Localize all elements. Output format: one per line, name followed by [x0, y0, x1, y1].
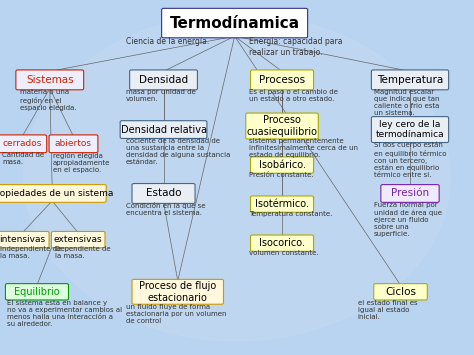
- FancyBboxPatch shape: [132, 184, 195, 203]
- FancyBboxPatch shape: [129, 70, 197, 90]
- FancyBboxPatch shape: [0, 231, 49, 248]
- FancyBboxPatch shape: [371, 70, 448, 90]
- Text: un fluido fluye de forma
estacionaria por un volumen
de control: un fluido fluye de forma estacionaria po…: [126, 304, 226, 323]
- Text: Dependiente de
la masa.: Dependiente de la masa.: [55, 246, 110, 260]
- Text: sistema permanentemente
infinitesimalmente cerca de un
estado de equilibrio.: sistema permanentemente infinitesimalmen…: [249, 138, 358, 158]
- FancyBboxPatch shape: [250, 235, 313, 251]
- Text: cerrados: cerrados: [2, 139, 42, 148]
- FancyBboxPatch shape: [0, 185, 106, 202]
- FancyBboxPatch shape: [371, 116, 448, 142]
- Text: extensivas: extensivas: [54, 235, 102, 244]
- FancyBboxPatch shape: [250, 196, 313, 212]
- Text: Sistemas: Sistemas: [26, 75, 73, 85]
- FancyBboxPatch shape: [162, 8, 308, 38]
- Text: Proceso
cuasiequilibrio: Proceso cuasiequilibrio: [246, 115, 318, 137]
- Text: Condición en la que se
encuentra el sistema.: Condición en la que se encuentra el sist…: [126, 202, 205, 216]
- FancyBboxPatch shape: [374, 284, 427, 300]
- FancyBboxPatch shape: [0, 135, 46, 153]
- Text: Energía: capacidad para
realizar un trabajo.: Energía: capacidad para realizar un trab…: [249, 37, 342, 57]
- Text: materia o una
región en el
espacio elegida.: materia o una región en el espacio elegi…: [20, 89, 76, 111]
- FancyBboxPatch shape: [52, 231, 105, 248]
- Text: Isocorico.: Isocorico.: [259, 238, 305, 248]
- FancyBboxPatch shape: [132, 279, 223, 304]
- Text: región elegida
apropiadamente
en el espacio.: región elegida apropiadamente en el espa…: [53, 152, 110, 173]
- Text: Isobárico.: Isobárico.: [258, 160, 306, 170]
- Text: Temperatura: Temperatura: [377, 75, 443, 85]
- Text: Densidad relativa: Densidad relativa: [120, 125, 207, 135]
- FancyBboxPatch shape: [246, 113, 319, 139]
- FancyBboxPatch shape: [16, 70, 83, 90]
- Text: Fuerza normal por
unidad de área que
ejerce un fluido
sobre una
superficie.: Fuerza normal por unidad de área que eje…: [374, 202, 441, 237]
- Text: Presión: Presión: [391, 189, 429, 198]
- Text: abiertos: abiertos: [55, 139, 92, 148]
- Text: Procesos: Procesos: [259, 75, 305, 85]
- Text: masa por unidad de
volumen.: masa por unidad de volumen.: [126, 89, 195, 103]
- Text: Es el paso o el cambio de
un estado a otro estado.: Es el paso o el cambio de un estado a ot…: [249, 89, 337, 103]
- Ellipse shape: [24, 14, 450, 341]
- Text: volumen constante.: volumen constante.: [249, 250, 319, 256]
- Text: Densidad: Densidad: [139, 75, 188, 85]
- FancyBboxPatch shape: [5, 284, 69, 300]
- Text: Si dos cuerpo están
en equilibrio térmico
con un tercero,
están en equilibrio
té: Si dos cuerpo están en equilibrio térmic…: [374, 142, 446, 178]
- Text: Equilibrio: Equilibrio: [14, 287, 60, 297]
- FancyBboxPatch shape: [250, 70, 313, 90]
- FancyBboxPatch shape: [250, 157, 313, 173]
- Text: Estado: Estado: [146, 189, 181, 198]
- Text: Presión constante.: Presión constante.: [249, 172, 313, 178]
- Text: Magnitud escalar
que indica que tan
caliente o frio esta
un sistema.: Magnitud escalar que indica que tan cali…: [374, 89, 439, 116]
- Text: Temperatura constante.: Temperatura constante.: [249, 211, 332, 217]
- Text: Termodínamica: Termodínamica: [170, 16, 300, 31]
- Text: El sistema esta en balance y
no va a experimentar cambios al
menos halla una int: El sistema esta en balance y no va a exp…: [7, 300, 122, 327]
- FancyBboxPatch shape: [381, 185, 439, 202]
- Text: intensivas: intensivas: [0, 235, 46, 244]
- FancyBboxPatch shape: [120, 121, 207, 138]
- Text: Cantidad de
masa.: Cantidad de masa.: [2, 152, 45, 165]
- Text: Independiente de
la masa.: Independiente de la masa.: [0, 246, 61, 260]
- Text: Ciclos: Ciclos: [385, 287, 416, 297]
- Text: Propiedades de un sistema: Propiedades de un sistema: [0, 189, 113, 198]
- Text: el estado final es
igual al estado
inicial.: el estado final es igual al estado inici…: [358, 300, 418, 320]
- Text: Isotérmico.: Isotérmico.: [255, 199, 309, 209]
- Text: Ciencia de la energía.: Ciencia de la energía.: [126, 37, 209, 46]
- Text: Proceso de flujo
estacionario: Proceso de flujo estacionario: [139, 281, 216, 302]
- FancyBboxPatch shape: [49, 135, 98, 153]
- Text: ley cero de la
termodínamica: ley cero de la termodínamica: [376, 120, 444, 139]
- Text: cociente de la densidad de
una sustancia entre la
densidad de alguna sustancia
e: cociente de la densidad de una sustancia…: [126, 138, 230, 165]
